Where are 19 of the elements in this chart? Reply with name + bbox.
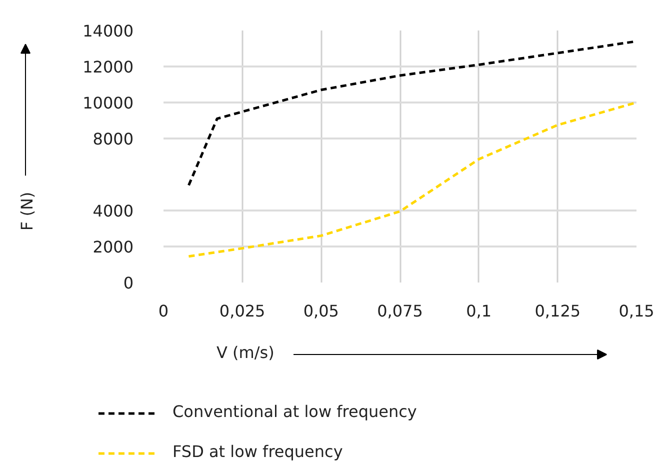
- x-axis-title: V (m/s): [216, 343, 274, 362]
- x-tick-label: 0,125: [534, 302, 581, 320]
- y-tick-label: 12000: [82, 58, 134, 76]
- y-tick-label: 14000: [82, 22, 134, 40]
- x-tick-label: 0: [158, 302, 169, 320]
- y-tick-label: 0: [123, 274, 134, 292]
- y-tick-label: 2000: [92, 238, 134, 256]
- x-tick-label: 0,15: [618, 302, 654, 320]
- legend-label: FSD at low frequency: [172, 442, 343, 461]
- x-tick-label: 0,075: [377, 302, 423, 320]
- x-tick-label: 0,05: [303, 302, 339, 320]
- x-tick-label: 0,1: [466, 302, 492, 320]
- y-tick-label: 4000: [92, 202, 134, 220]
- x-tick-label: 0,025: [219, 302, 266, 320]
- y-axis-title: F (N): [18, 192, 36, 231]
- y-tick-label: 8000: [92, 130, 134, 148]
- legend-label: Conventional at low frequency: [172, 402, 417, 421]
- line-series: [187, 101, 636, 258]
- y-tick-label: 10000: [82, 94, 134, 112]
